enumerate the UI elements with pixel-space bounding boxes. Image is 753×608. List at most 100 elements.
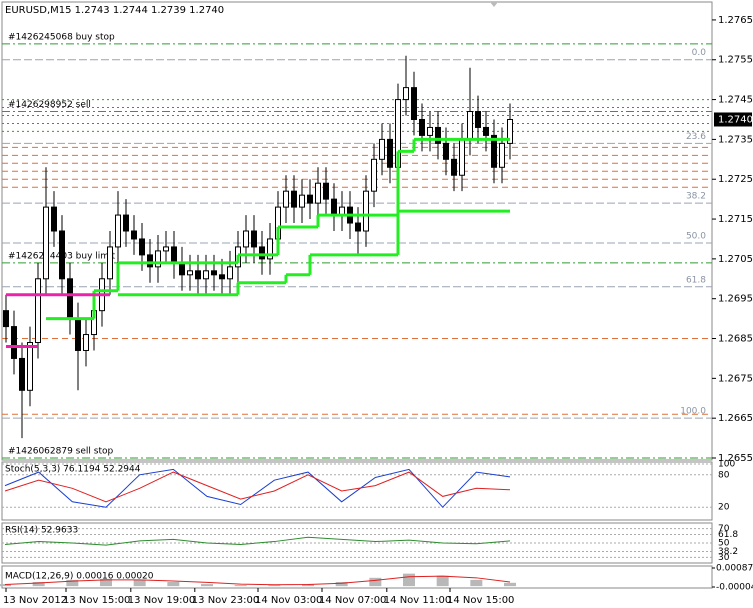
- y-tick-label: 1.2725: [718, 174, 753, 185]
- panel-tick-label: 61.8: [718, 530, 738, 540]
- panel-tick-label: 70: [718, 524, 730, 534]
- chart-header: EURUSD,M15 1.2743 1.2744 1.2739 1.2740: [5, 5, 224, 16]
- macd-bar: [32, 581, 45, 587]
- y-tick-label: 1.2665: [718, 413, 753, 424]
- candle-body: [107, 246, 113, 280]
- panel-tick-label: 100: [718, 460, 735, 470]
- candle-body: [227, 266, 233, 280]
- candle-body: [419, 118, 425, 136]
- indicator-label: Stoch(5,3,3) 76.1194 52.2944: [5, 465, 141, 475]
- macd-bar: [268, 585, 281, 587]
- candle-body: [363, 190, 369, 232]
- candle-body: [291, 190, 297, 208]
- candle-body: [179, 262, 185, 276]
- candle-body: [203, 270, 209, 280]
- candle-body: [27, 342, 33, 391]
- macd-bar: [0, 584, 11, 587]
- candle-body: [451, 158, 457, 176]
- candle-body: [387, 138, 393, 168]
- fib-label: 61.8: [686, 275, 706, 285]
- fib-label: 100.0: [680, 407, 706, 417]
- stoch-panel: [1, 461, 713, 521]
- candle-body: [243, 230, 249, 248]
- y-tick-label: 1.2745: [718, 95, 753, 106]
- panel-tick-label: 80: [718, 470, 730, 480]
- candle-body: [147, 254, 153, 268]
- candle-body: [483, 126, 489, 136]
- x-tick-label: 14 Nov 07:00: [319, 595, 386, 606]
- macd-bar: [66, 579, 79, 587]
- candle-body: [371, 158, 377, 192]
- candle-body: [131, 230, 137, 240]
- candle-body: [259, 246, 265, 260]
- panel-tick-label: 30: [718, 553, 730, 563]
- panel-tick-label: 0.00087: [716, 564, 753, 574]
- macd-bar: [335, 581, 348, 587]
- y-tick-label: 1.2685: [718, 334, 753, 345]
- fib-label: 38.2: [686, 192, 706, 202]
- y-tick-label: 1.2695: [718, 294, 753, 305]
- candle-body: [75, 318, 81, 351]
- candle-body: [411, 87, 417, 120]
- order-label: #1426298952 sell: [8, 100, 91, 110]
- order-label: #1426245068 buy stop: [8, 32, 115, 42]
- fib-label: 0.0: [692, 48, 707, 58]
- x-tick-label: 14 Nov 03:00: [255, 595, 322, 606]
- y-tick-label: 1.2765: [718, 15, 753, 26]
- shift-marker: [490, 2, 498, 7]
- candle-body: [59, 230, 65, 280]
- x-tick-label: 13 Nov 23:00: [192, 595, 259, 606]
- macd-bar: [436, 575, 449, 587]
- candle-body: [435, 126, 441, 144]
- candle-body: [323, 182, 329, 200]
- candle-body: [19, 357, 25, 391]
- candle-body: [475, 111, 481, 128]
- macd-bar: [201, 584, 213, 587]
- panel-tick-label: 38.2: [718, 547, 738, 557]
- candle-body: [403, 87, 409, 101]
- candle-body: [331, 198, 337, 216]
- x-tick-label: 14 Nov 11:00: [384, 595, 451, 606]
- macd-bar: [302, 584, 314, 587]
- macd-panel: [1, 565, 713, 589]
- candle-body: [187, 270, 193, 276]
- candle-body: [163, 246, 169, 252]
- x-tick-label: 14 Nov 15:00: [447, 595, 514, 606]
- candle-body: [315, 182, 321, 204]
- candle-body: [211, 270, 217, 276]
- macd-bar: [133, 579, 146, 587]
- macd-bar: [167, 581, 180, 587]
- macd-signal: [4, 575, 511, 586]
- x-tick-label: 13 Nov 2012: [3, 595, 67, 606]
- fib-label: 50.0: [686, 231, 706, 241]
- candle-body: [195, 270, 201, 280]
- indicator-label: RSI(14) 52.9633: [5, 526, 78, 536]
- y-tick-label: 1.2655: [718, 453, 753, 464]
- order-label: #1426062879 sell stop: [8, 447, 113, 457]
- candle-body: [123, 214, 129, 232]
- candle-body: [427, 126, 433, 136]
- candle-body: [307, 194, 313, 204]
- candle-body: [35, 278, 41, 344]
- candle-body: [499, 142, 505, 168]
- candle-body: [443, 142, 449, 160]
- candle-body: [283, 190, 289, 208]
- candle-body: [491, 134, 497, 168]
- candle-body: [219, 274, 225, 280]
- macd-bar: [369, 577, 382, 587]
- y-tick-label: 1.2715: [718, 214, 753, 225]
- stoch-signal: [4, 471, 511, 503]
- current-price-label: 1.2740: [718, 114, 753, 125]
- candle-body: [171, 246, 177, 264]
- macd-bar: [470, 579, 483, 587]
- macd-bar: [100, 578, 112, 587]
- candle-body: [155, 250, 161, 268]
- y-tick-label: 1.2755: [718, 55, 753, 66]
- candle-body: [3, 310, 9, 328]
- candle-body: [43, 206, 49, 280]
- stoch-main: [4, 468, 511, 508]
- y-tick-label: 1.2735: [718, 134, 753, 145]
- panel-tick-label: -0.00004: [716, 583, 753, 593]
- candle-body: [267, 238, 273, 260]
